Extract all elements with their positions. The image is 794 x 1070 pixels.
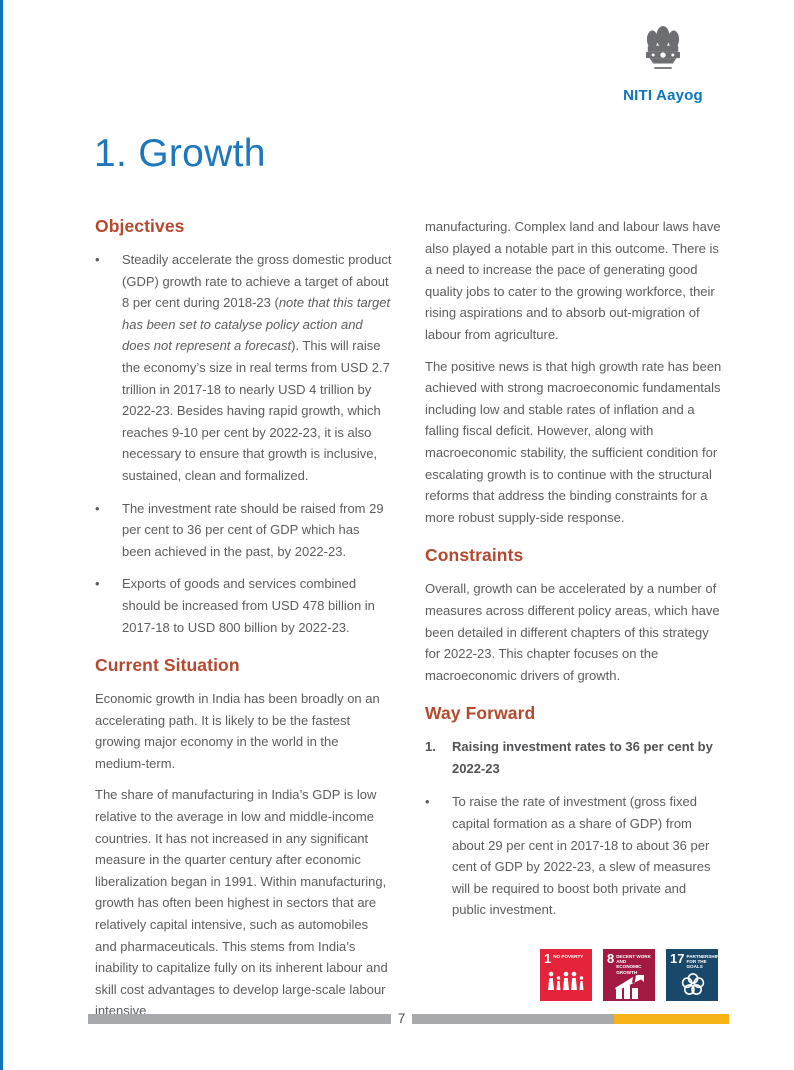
sdg-number: 1 [544, 951, 552, 966]
footer-rule-right [412, 1014, 614, 1024]
item-number: 1. [425, 739, 436, 755]
niti-aayog-logo-text: NITI Aayog [623, 87, 703, 104]
sdg-label: No Poverty [553, 954, 584, 959]
objectives-bullet-3: • Exports of goods and services combined… [95, 573, 392, 638]
bullet-marker: • [95, 252, 100, 267]
sdg-number: 8 [607, 951, 615, 966]
way-forward-bullet-1: • To raise the rate of investment (gross… [425, 791, 722, 921]
right-column: manufacturing. Complex land and labour l… [425, 216, 722, 1032]
objectives-bullet-1: • Steadily accelerate the gross domestic… [95, 249, 392, 487]
bullet-text: Steadily accelerate the gross domestic p… [122, 249, 392, 487]
bullet-text: The investment rate should be raised fro… [122, 500, 384, 559]
section-heading-constraints: Constraints [425, 545, 524, 566]
way-forward-item-1: 1. Raising investment rates to 36 per ce… [425, 736, 722, 779]
bullet-marker: • [95, 500, 100, 516]
left-column: Objectives • Steadily accelerate the gro… [95, 216, 392, 1032]
sdg-badge-1-no-poverty: 1 No Poverty [540, 949, 592, 1001]
bullet-text-pre: Steadily accelerate the gross domestic p… [122, 252, 392, 311]
footer-rule-left [88, 1014, 391, 1024]
bullet-marker: • [95, 576, 100, 592]
sdg-badges: 1 No Poverty 8 Decent Work and E [540, 949, 722, 1001]
item-title: Raising investment rates to 36 per cent … [452, 739, 713, 776]
current-situation-paragraph-3: manufacturing. Complex land and labour l… [425, 219, 721, 342]
current-situation-paragraph-4: The positive news is that high growth ra… [425, 358, 722, 525]
footer-rule-gold [614, 1014, 729, 1024]
sdg-people-icon [544, 964, 589, 998]
chapter-title: 1. Growth [94, 132, 266, 175]
current-situation-paragraph-2: The share of manufacturing in India’s GD… [95, 787, 388, 1019]
sdg-label: Decent Work and Economic Growth [616, 954, 651, 975]
section-heading-way-forward: Way Forward [425, 703, 536, 724]
bullet-text-italic: note that this target has been set to ca… [122, 295, 391, 354]
bullet-marker: • [425, 794, 430, 810]
objectives-bullet-2: • The investment rate should be raised f… [95, 498, 392, 563]
bullet-text: To raise the rate of investment (gross f… [452, 794, 711, 918]
sdg-badge-8-decent-work: 8 Decent Work and Economic Growth [603, 949, 655, 1001]
body-columns: Objectives • Steadily accelerate the gro… [95, 216, 722, 1032]
sdg-label: Partnerships for the Goals [686, 954, 723, 970]
constraints-paragraph-1: Overall, growth can be accelerated by a … [425, 581, 720, 683]
current-situation-paragraph-1: Economic growth in India has been broadl… [95, 691, 380, 771]
page-number: 7 [397, 1011, 406, 1026]
sdg-number: 17 [670, 951, 685, 966]
sdg-growth-chart-icon [607, 974, 652, 999]
india-national-emblem-icon [598, 26, 728, 81]
bullet-text: Exports of goods and services combined s… [122, 576, 375, 635]
sdg-rings-icon [670, 970, 715, 998]
section-heading-objectives: Objectives [95, 216, 185, 236]
sdg-badge-17-partnerships: 17 Partnerships for the Goals [666, 949, 722, 1001]
page-header: NITI Aayog [598, 26, 728, 104]
bullet-text-post: ). This will raise the economy’s size in… [122, 338, 390, 483]
section-heading-current-situation: Current Situation [95, 655, 240, 676]
page-left-border [0, 0, 3, 1070]
